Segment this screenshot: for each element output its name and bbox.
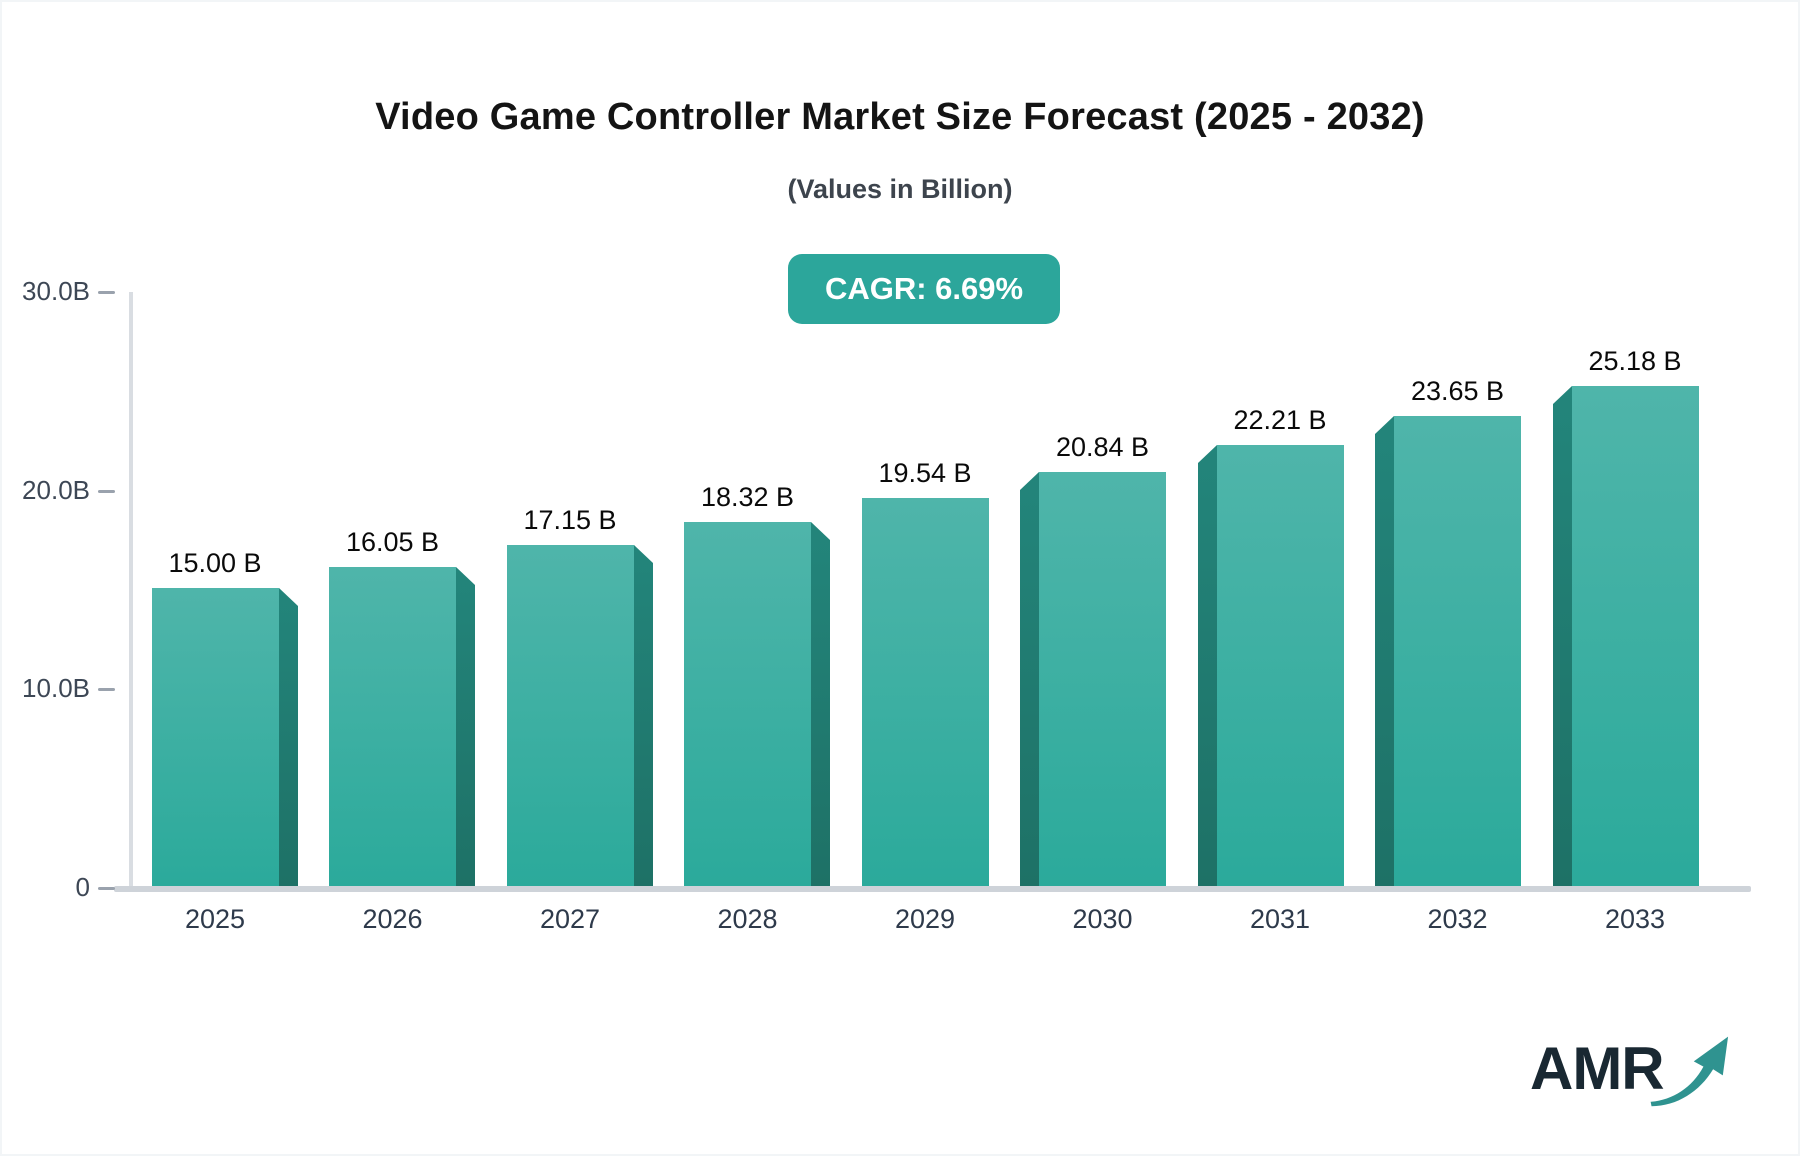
bar (1572, 386, 1699, 886)
y-axis-label: 10.0B (22, 673, 90, 704)
x-axis-label: 2032 (1427, 904, 1488, 934)
bar (507, 545, 634, 886)
x-axis-label: 2026 (362, 904, 423, 934)
bar-value-label: 19.54 B (878, 458, 972, 488)
x-axis-label: 2027 (539, 904, 601, 934)
bar-side-shadow (1198, 445, 1217, 886)
bar-side-shadow (1020, 472, 1039, 886)
bar (1039, 472, 1166, 886)
bar-value-label: 23.65 B (1410, 376, 1505, 406)
bar-side-shadow (811, 522, 830, 886)
bar-value-label: 22.21 B (1233, 405, 1327, 435)
growth-arrow-icon (1650, 1036, 1729, 1107)
bar (862, 498, 989, 886)
x-axis-line (114, 886, 1751, 892)
y-axis-tick (98, 887, 115, 890)
x-axis-label: 2029 (894, 904, 956, 934)
bar-value-label: 25.18 B (1588, 346, 1682, 376)
cagr-badge-label: CAGR: 6.69% (824, 271, 1024, 306)
x-axis-label: 2028 (717, 904, 778, 934)
x-axis-label: 2025 (184, 904, 246, 934)
bar-value-label: 18.32 B (700, 482, 795, 512)
chart-subtitle: (Values in Billion) (787, 174, 1013, 204)
x-axis-label: 2030 (1072, 904, 1133, 934)
bar (1217, 445, 1344, 886)
y-axis-tick (98, 489, 115, 493)
bar-value-label: 16.05 B (345, 527, 440, 557)
bar-value-label: 20.84 B (1055, 432, 1150, 462)
y-axis-label: 0 (75, 872, 90, 902)
bar (1394, 416, 1521, 886)
cagr-badge: CAGR: 6.69% (788, 254, 1060, 324)
y-axis-tick (98, 688, 115, 692)
amr-logo-text: AMR (1530, 1035, 1665, 1102)
x-axis-label: 2031 (1249, 904, 1311, 934)
bar (329, 567, 456, 886)
bar (684, 522, 811, 886)
bar (152, 588, 279, 886)
y-axis-label: 30.0B (22, 276, 90, 306)
bar-side-shadow (1375, 416, 1394, 886)
y-axis-tick (98, 291, 115, 294)
y-axis-line (129, 292, 133, 888)
bar-side-shadow (456, 567, 475, 886)
bar-side-shadow (1553, 386, 1572, 886)
chart-title: Video Game Controller Market Size Foreca… (375, 96, 1425, 138)
bar-value-label: 17.15 B (523, 505, 617, 535)
bar-side-shadow (279, 588, 298, 886)
bar-side-shadow (634, 545, 653, 886)
y-axis-label: 20.0B (22, 474, 90, 505)
bar-value-label: 15.00 B (168, 548, 262, 578)
x-axis-label: 2033 (1604, 904, 1666, 934)
amr-logo: AMR (1530, 1034, 1740, 1124)
